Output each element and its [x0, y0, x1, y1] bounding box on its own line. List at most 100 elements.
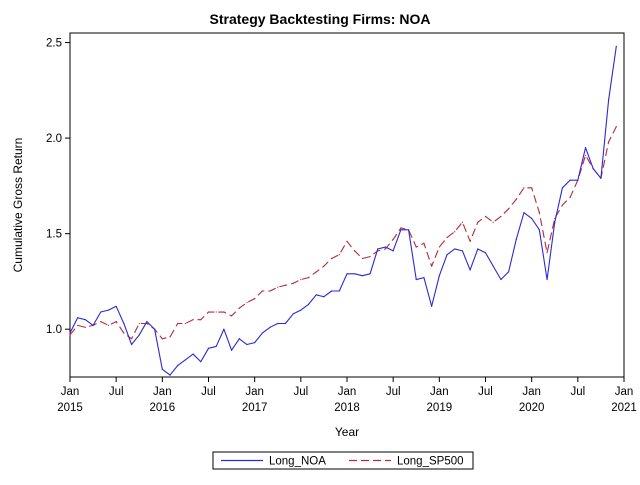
data-point-long-sp500: [423, 242, 425, 244]
data-point-long-noa: [84, 319, 86, 321]
data-point-long-sp500: [346, 240, 348, 242]
data-point-long-sp500: [500, 215, 502, 218]
data-point-long-sp500: [477, 221, 479, 223]
data-point-long-noa: [554, 221, 556, 223]
y-tick-label: 2.5: [46, 38, 62, 50]
data-point-long-noa: [184, 359, 187, 361]
data-point-long-noa: [407, 229, 410, 231]
data-point-long-noa: [161, 368, 163, 370]
data-point-long-sp500: [246, 301, 248, 304]
data-point-long-sp500: [200, 319, 202, 321]
data-point-long-sp500: [215, 311, 217, 313]
data-point-long-noa: [392, 250, 394, 252]
data-point-long-noa: [515, 238, 517, 240]
plot-frame: [69, 32, 625, 378]
data-point-long-sp500: [454, 231, 456, 233]
data-point-long-sp500: [84, 326, 86, 328]
data-point-long-sp500: [230, 315, 233, 317]
data-point-long-noa: [600, 177, 602, 179]
y-tick-label: 1.5: [46, 229, 62, 241]
data-point-long-sp500: [531, 187, 533, 189]
data-point-long-sp500: [277, 286, 279, 288]
data-point-long-sp500: [431, 265, 433, 267]
data-point-long-sp500: [130, 338, 133, 340]
x-tick-label: Jan: [338, 386, 357, 398]
data-point-long-noa: [354, 273, 356, 275]
x-tick-label: Jul: [201, 386, 216, 398]
x-tick-label: Jan: [61, 386, 80, 398]
data-point-long-noa: [346, 273, 348, 275]
y-axis-label: Cumulative Gross Return: [11, 138, 25, 273]
data-point-long-noa: [146, 320, 148, 323]
data-point-long-noa: [584, 147, 587, 149]
x-tick-year-label: 2015: [57, 402, 83, 414]
series-line-long-noa: [69, 46, 617, 376]
data-point-long-noa: [561, 187, 564, 189]
data-point-long-noa: [454, 248, 456, 250]
data-point-long-sp500: [561, 204, 564, 206]
legend: Long_NOA Long_SP500: [212, 451, 474, 470]
data-point-long-sp500: [292, 282, 294, 284]
data-point-long-sp500: [261, 290, 263, 292]
data-point-long-noa: [469, 269, 471, 271]
data-point-long-sp500: [77, 324, 79, 326]
data-point-long-noa: [154, 328, 156, 330]
data-point-long-noa: [569, 179, 571, 181]
x-tick-label: Jul: [293, 386, 308, 398]
data-point-long-sp500: [107, 324, 110, 326]
data-point-long-noa: [431, 305, 433, 307]
data-point-long-noa: [331, 290, 333, 292]
data-point-long-noa: [292, 313, 294, 315]
data-point-long-noa: [484, 252, 487, 254]
data-point-long-sp500: [608, 141, 610, 143]
data-point-long-noa: [123, 322, 125, 325]
data-point-long-noa: [323, 296, 325, 298]
data-point-long-noa: [92, 324, 94, 326]
x-tick-label: Jan: [245, 386, 264, 398]
data-point-long-noa: [261, 332, 263, 334]
data-point-long-sp500: [584, 154, 587, 156]
data-point-long-sp500: [69, 334, 71, 336]
data-point-long-noa: [107, 309, 110, 311]
x-tick-year-label: 2020: [519, 402, 545, 414]
data-point-long-sp500: [538, 212, 540, 214]
x-tick-label: Jan: [430, 386, 449, 398]
legend-label-long-sp500: Long_SP500: [397, 456, 464, 468]
x-tick-label: Jul: [478, 386, 493, 398]
data-point-long-sp500: [569, 196, 571, 198]
data-point-long-sp500: [184, 322, 187, 325]
data-point-long-sp500: [469, 240, 471, 242]
data-point-long-sp500: [254, 298, 256, 300]
data-point-long-sp500: [192, 319, 194, 321]
x-tick-year-label: 2016: [150, 402, 176, 414]
data-point-long-noa: [400, 229, 402, 231]
data-point-long-noa: [215, 345, 217, 348]
data-point-long-sp500: [392, 238, 394, 240]
data-point-long-sp500: [315, 271, 317, 273]
data-point-long-sp500: [115, 320, 117, 323]
data-point-long-noa: [207, 347, 210, 349]
data-point-long-sp500: [269, 290, 271, 292]
data-point-long-noa: [254, 342, 256, 344]
x-tick-label: Jan: [615, 386, 634, 398]
data-point-long-noa: [546, 278, 548, 281]
data-point-long-noa: [615, 45, 617, 47]
data-point-long-sp500: [507, 208, 510, 210]
data-point-long-noa: [177, 364, 179, 367]
data-point-long-noa: [446, 254, 448, 256]
data-point-long-noa: [192, 353, 194, 355]
data-point-long-sp500: [161, 338, 163, 340]
data-point-long-noa: [592, 168, 594, 170]
series-line-long-sp500: [69, 126, 617, 340]
data-point-long-sp500: [461, 221, 464, 223]
data-point-long-sp500: [515, 198, 517, 200]
x-axis: Jan 2015 Jul Jan 2016 Jul Jan 2017 Jul Jan 2018 Jul…: [57, 377, 637, 414]
data-point-long-noa: [369, 273, 371, 275]
legend-label-long-noa: Long_NOA: [269, 456, 326, 468]
data-point-long-sp500: [284, 284, 287, 286]
data-point-long-noa: [230, 349, 233, 351]
data-point-long-noa: [269, 326, 271, 328]
data-point-long-noa: [492, 265, 494, 267]
data-point-long-sp500: [223, 311, 225, 313]
data-point-long-sp500: [400, 227, 402, 229]
